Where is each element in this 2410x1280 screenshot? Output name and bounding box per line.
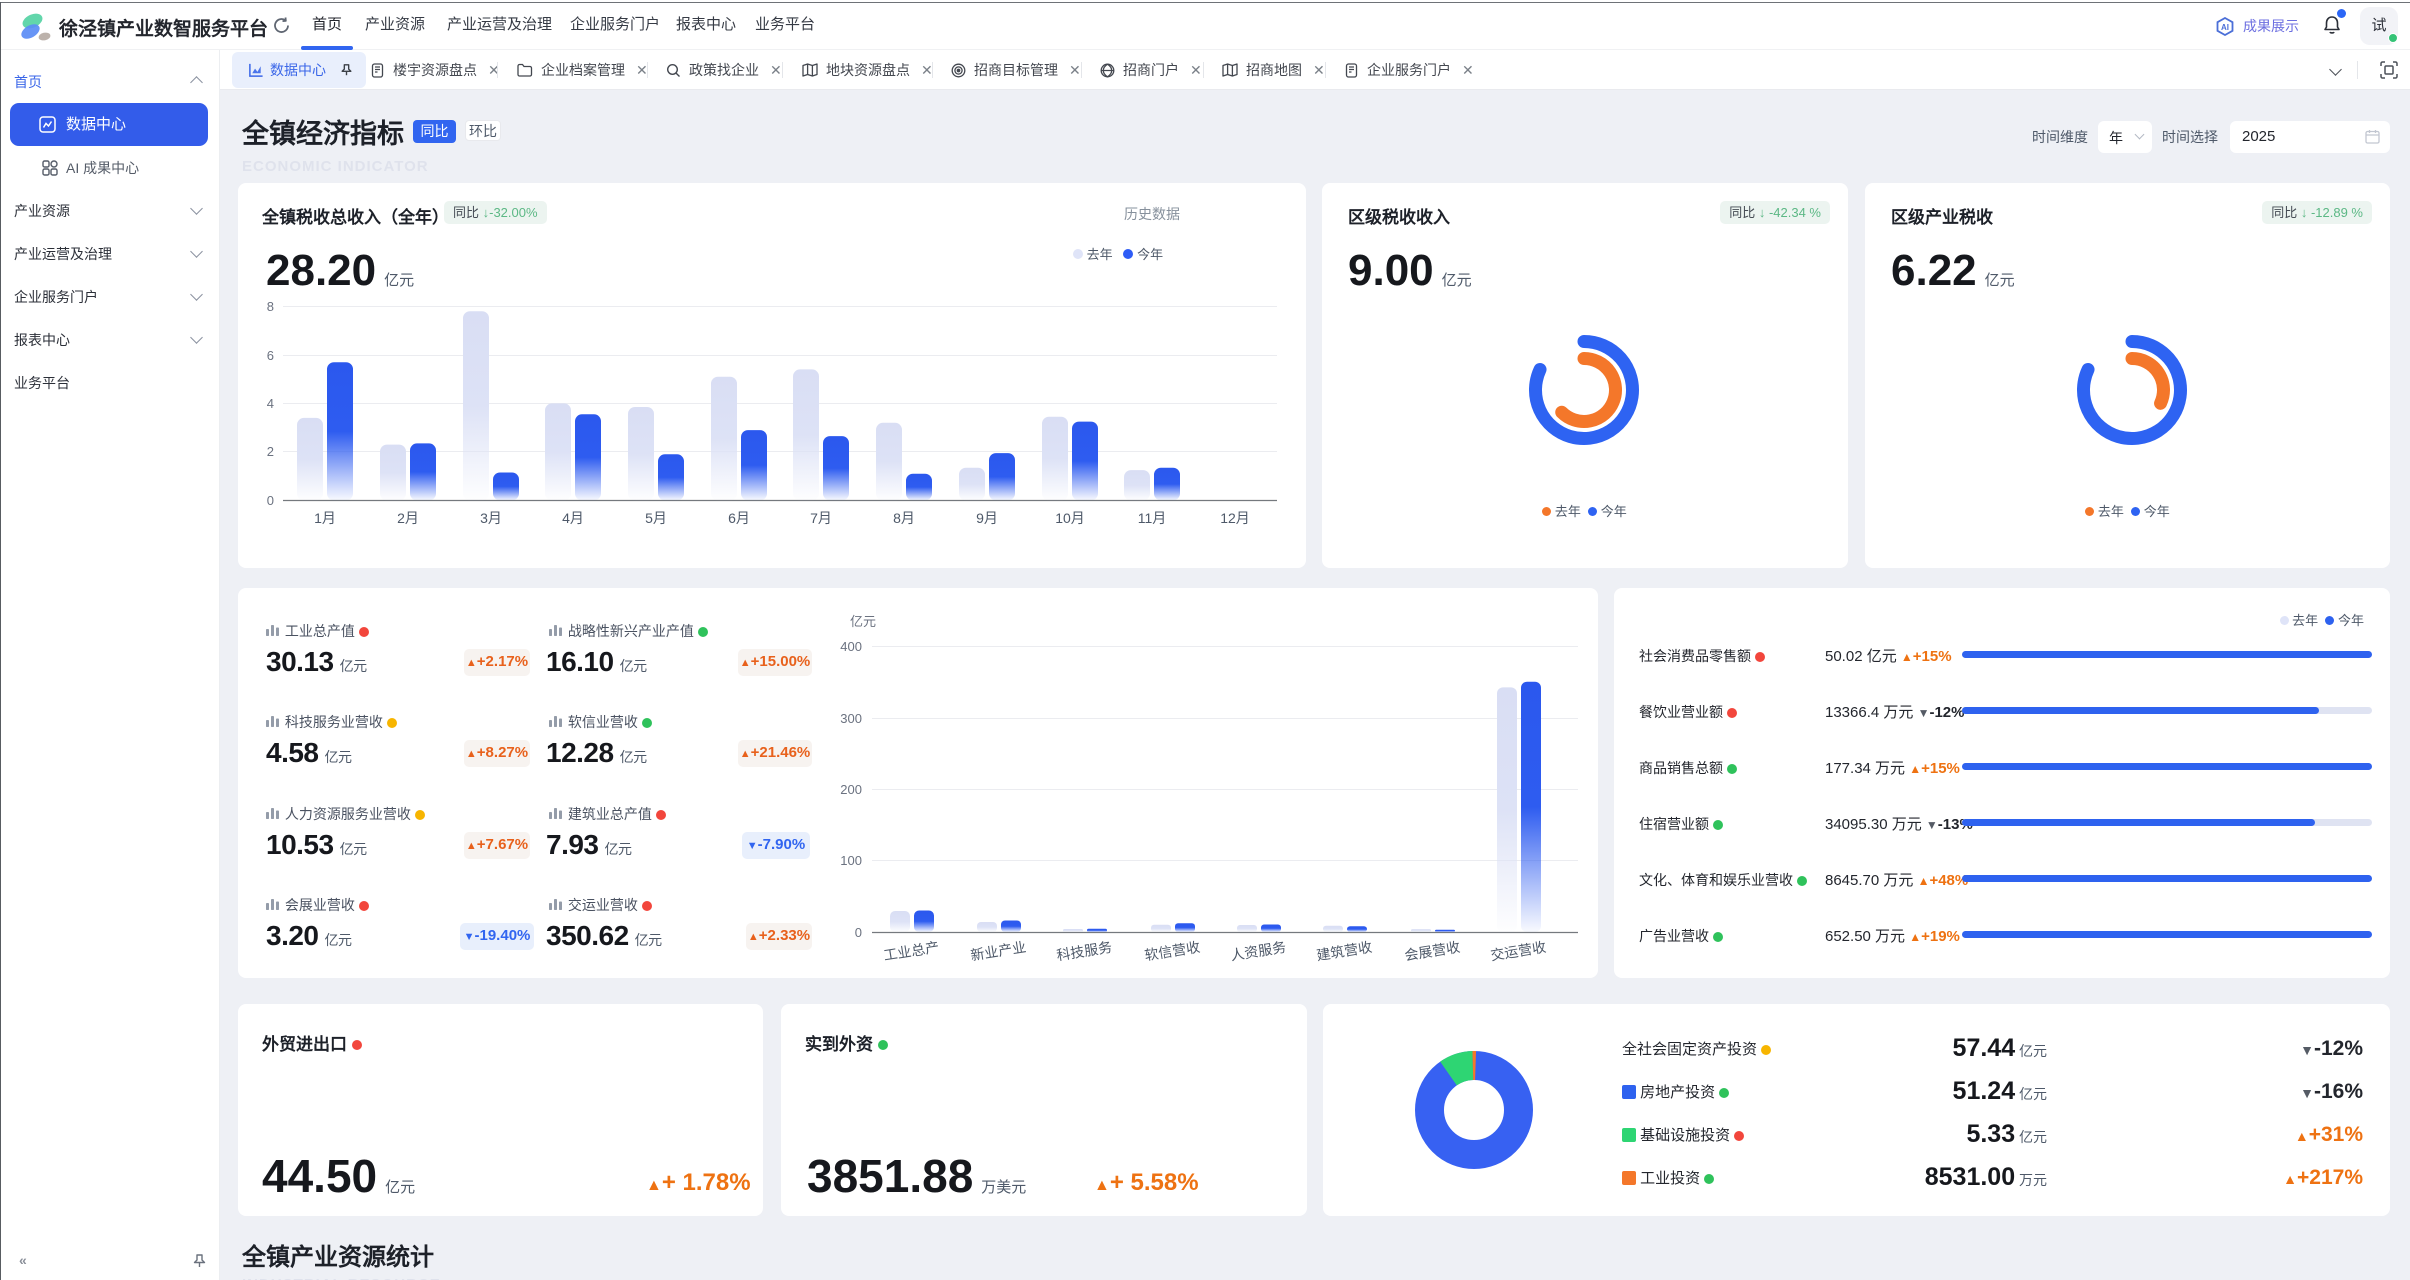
svg-text:2: 2 (267, 444, 274, 459)
svg-text:0: 0 (267, 493, 274, 508)
svg-text:1月: 1月 (314, 510, 336, 526)
svg-text:交运营收: 交运营收 (1489, 939, 1547, 964)
svg-text:建筑营收: 建筑营收 (1315, 939, 1373, 964)
svg-text:7月: 7月 (810, 510, 832, 526)
svg-text:12月: 12月 (1220, 510, 1250, 526)
svg-text:10月: 10月 (1055, 510, 1085, 526)
svg-text:科技服务: 科技服务 (1055, 939, 1113, 964)
svg-text:亿元: 亿元 (850, 614, 876, 629)
svg-text:11月: 11月 (1138, 510, 1167, 526)
svg-text:200: 200 (840, 782, 862, 797)
svg-text:4月: 4月 (562, 510, 584, 526)
svg-text:8: 8 (267, 299, 274, 314)
svg-text:4: 4 (267, 396, 274, 411)
svg-text:工业总产: 工业总产 (882, 939, 940, 964)
svg-text:100: 100 (840, 853, 862, 868)
svg-text:400: 400 (840, 639, 862, 654)
svg-text:0: 0 (855, 925, 862, 940)
svg-text:新业产业: 新业产业 (969, 939, 1027, 964)
svg-text:6月: 6月 (728, 510, 750, 526)
svg-text:软信营收: 软信营收 (1143, 939, 1201, 964)
svg-text:AI: AI (2221, 23, 2229, 32)
svg-text:3月: 3月 (480, 510, 502, 526)
svg-text:9月: 9月 (976, 510, 998, 526)
svg-text:会展营收: 会展营收 (1403, 939, 1461, 964)
svg-text:6: 6 (267, 348, 274, 363)
svg-text:人资服务: 人资服务 (1229, 939, 1287, 964)
svg-text:2月: 2月 (397, 510, 419, 526)
svg-text:300: 300 (840, 711, 862, 726)
svg-text:5月: 5月 (645, 510, 667, 526)
svg-text:8月: 8月 (893, 510, 915, 526)
